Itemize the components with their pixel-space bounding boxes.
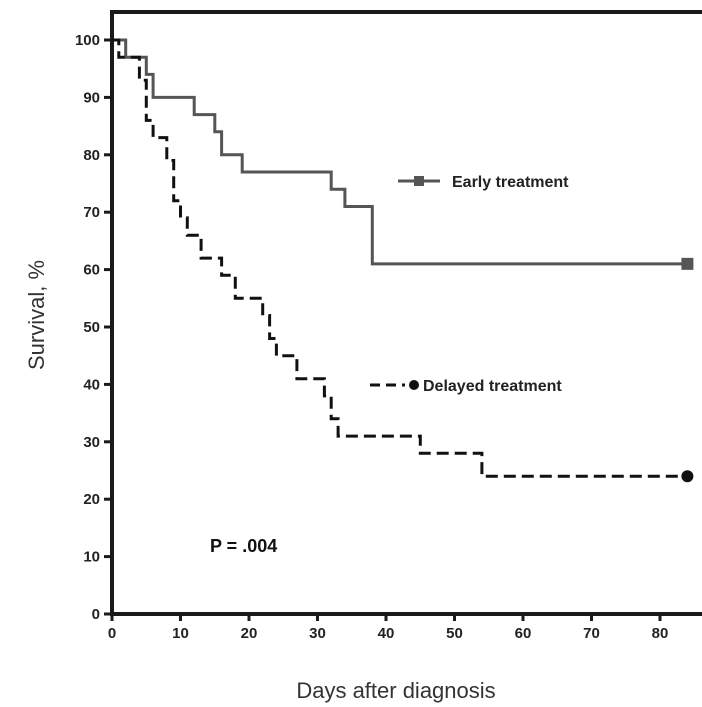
x-tick-label: 60 [515,625,532,642]
x-tick-label: 50 [446,625,463,642]
x-tick-label: 70 [583,625,600,642]
y-axis-title: Survival, % [24,260,49,370]
x-tick-label: 40 [378,625,395,642]
x-tick-label: 10 [172,625,189,642]
y-tick-label: 50 [83,319,100,336]
legend-early-treatment-marker [414,176,424,186]
y-tick-label: 80 [83,147,100,164]
x-tick-label: 0 [108,625,116,642]
y-tick-label: 100 [75,32,100,49]
x-axis-title: Days after diagnosis [296,678,495,703]
x-tick-label: 30 [309,625,326,642]
series-end-marker-delayed-treatment [681,470,694,483]
series-end-marker-early-treatment [681,257,694,270]
y-tick-label: 90 [83,89,100,106]
series-layer [112,38,694,483]
plot-frame [110,10,702,616]
y-tick-label: 0 [92,606,100,623]
x-tick-label: 80 [652,625,669,642]
y-tick-label: 60 [83,262,100,279]
legend-delayed-treatment-label: Delayed treatment [423,378,562,395]
series-line-early-treatment [112,38,688,266]
p-value-annotation: P = .004 [210,536,277,556]
y-tick-label: 10 [83,549,100,566]
legend-delayed-treatment-marker [409,380,419,390]
y-tick-label: 70 [83,204,100,221]
y-tick-label: 20 [83,491,100,508]
legend-early-treatment-label: Early treatment [452,174,569,191]
y-tick-label: 30 [83,434,100,451]
axis-ticks: 0 10 20 30 40 50 60 70 80 0 10 20 30 40 50 60 70 80 90 100 [75,32,668,642]
y-tick-label: 40 [83,376,100,393]
series-line-delayed-treatment [112,38,688,478]
x-tick-label: 20 [241,625,258,642]
legend: Early treatment Delayed treatment [370,174,569,395]
plot-border [110,10,702,616]
